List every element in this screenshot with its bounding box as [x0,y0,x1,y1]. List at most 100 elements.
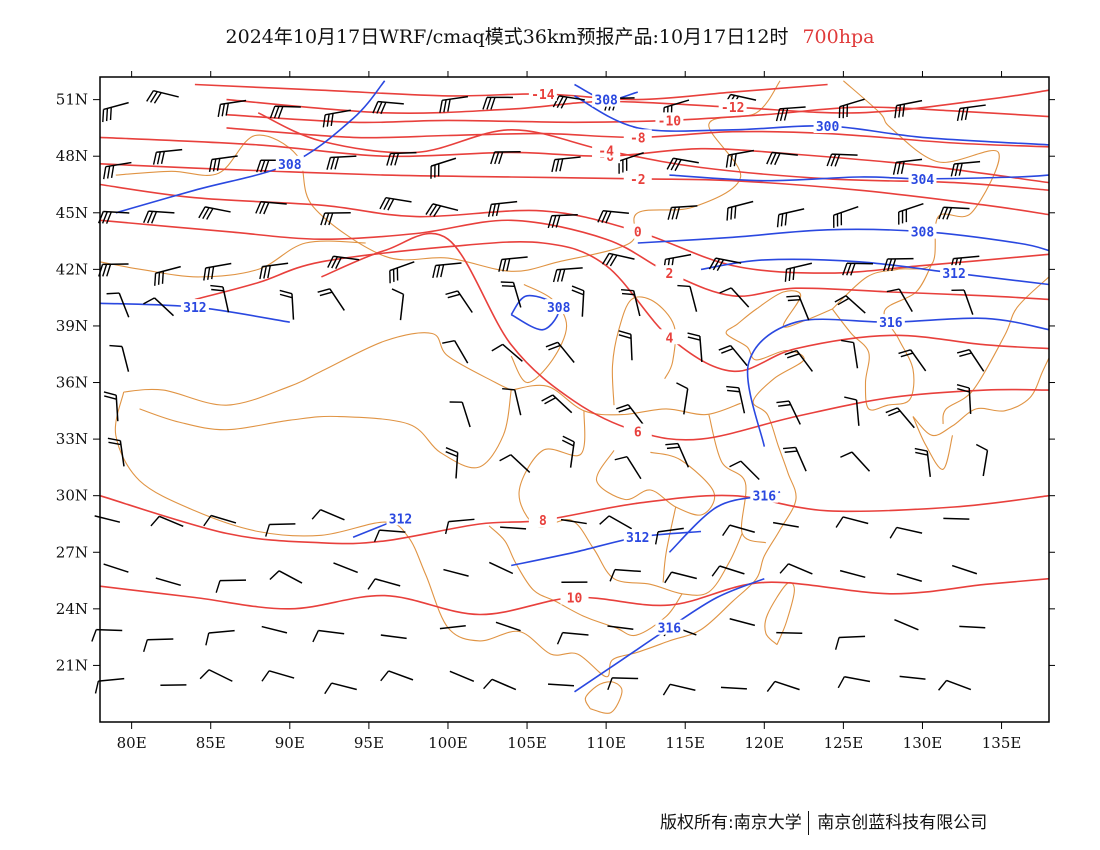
wind-barb [373,529,406,543]
wind-barb [614,456,642,480]
border-line [708,414,767,544]
border-line [518,410,743,596]
wind-barb [265,523,296,537]
x-tick-label: 135E [982,734,1022,752]
temperature-contour-line [99,494,1050,545]
wind-barb [840,451,871,472]
wind-barb [896,573,923,582]
wind-barb [726,385,746,414]
temperature-contour-label: -10 [658,114,682,129]
wind-barb [618,152,644,174]
x-tick-label: 130E [903,734,943,752]
temperature-contour-label: -8 [630,131,646,146]
geopotential-contour-label: 312 [626,531,649,546]
wind-barb [103,563,129,573]
wind-barb [333,562,358,574]
wind-barb [482,96,513,110]
border-line [764,582,795,646]
wind-barb [490,151,521,165]
wind-barb [94,677,125,694]
wind-barb [498,256,528,272]
wind-barb [621,288,641,317]
wind-barb [889,526,923,539]
temperature-contour-line [226,106,1050,124]
border-line [139,390,512,469]
wind-barb [311,508,345,521]
wind-barb [547,213,578,229]
wind-barb [894,618,919,631]
geopotential-contour-label-bg [908,223,937,239]
y-tick-label: 48N [56,147,88,165]
wind-barb [597,210,629,224]
border-line [488,525,683,637]
geopotential-contour-line [669,174,1050,182]
wind-barb [502,388,522,416]
wind-barb [205,629,235,646]
geopotential-contour-label: 312 [183,301,206,316]
y-tick-label: 21N [56,656,88,674]
geopotential-contour-label: 312 [389,512,412,527]
wind-barb [439,624,466,630]
geopotential-contour-label: 316 [879,316,903,331]
wind-barb [269,105,301,119]
temperature-contour-label-bg [592,142,621,158]
wind-barb [729,460,760,481]
wind-barb [784,349,814,372]
copyright-footer: 版权所有:南京大学 南京创蓝科技有限公司 [660,808,987,835]
temperature-contour-label: -2 [630,173,646,188]
wind-barb [367,578,401,590]
wind-barb [208,155,238,173]
temperature-contour-label: -4 [598,145,614,160]
wind-barb [386,151,417,166]
wind-barb [312,629,345,643]
wind-barb [106,292,130,318]
wind-barb [142,638,174,653]
x-tick-label: 95E [354,734,384,752]
geopotential-contour-label-bg [180,299,209,315]
wind-barb [327,255,360,269]
temperature-contour-label-bg [655,112,684,128]
temperature-contour-label: 2 [665,267,673,282]
temperature-contour-label-bg [560,589,589,605]
wind-barb [722,524,755,536]
geopotential-contour-line [511,530,702,567]
wind-barb [491,343,523,362]
geopotential-contour-label: 316 [753,490,777,505]
wind-barb [320,211,351,226]
wind-barb [708,257,742,272]
wind-barb [203,262,232,281]
wind-barb [784,262,813,282]
wind-barb [500,526,527,530]
wind-barb [199,669,233,682]
temperature-contour-line [99,183,1050,274]
wind-barb [317,288,345,311]
geopotential-contour-line [700,258,1050,286]
geopotential-contour-label-bg [655,619,684,635]
wind-barb [783,446,807,472]
wind-barb [616,404,645,426]
wind-barb [430,157,457,179]
wind-barb [152,148,183,165]
wind-barb [834,635,866,650]
temperature-contour-label-bg [623,223,652,239]
wind-barb [839,569,866,579]
wind-barb [687,332,703,363]
wind-barb [834,295,866,314]
wind-barb [956,104,986,122]
wind-barb [720,686,747,690]
wind-barb [607,625,634,630]
wind-barb [488,561,514,575]
wind-barb [143,297,175,317]
temperature-contour-label-bg [528,512,557,528]
wind-barb [432,262,462,279]
wind-barb [91,628,123,642]
wind-barb [379,196,412,211]
contour-labels: -14-12-10-8-6-4-202468103003043083083083… [180,85,969,637]
wind-barb [776,208,805,228]
wind-barb [886,288,913,312]
wind-barb [607,677,639,691]
wind-barb [898,349,927,372]
wind-barb [217,99,247,117]
wind-barb [618,330,633,361]
wind-barb [94,515,121,523]
